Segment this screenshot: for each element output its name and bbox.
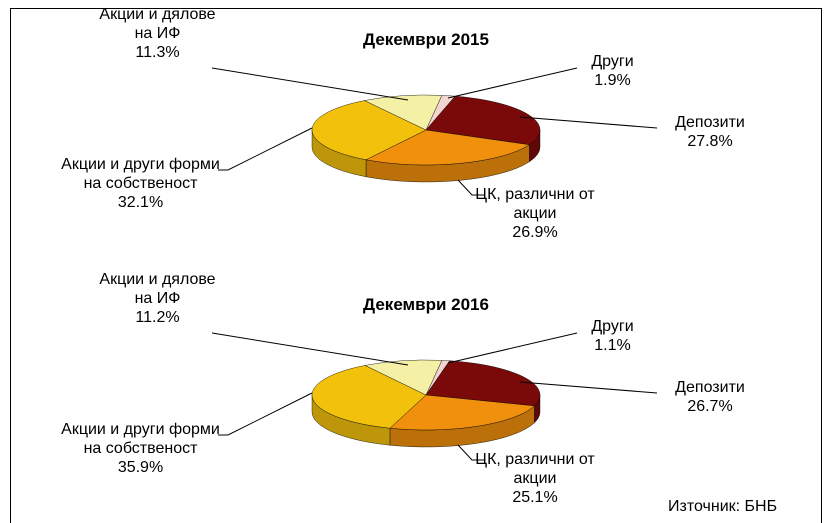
- category-label: Акции и дялове на ИФ: [99, 271, 216, 307]
- leader-line: [218, 392, 313, 436]
- leader-line: [457, 444, 485, 461]
- value-label: 1.9%: [594, 72, 631, 89]
- category-label: Депозити: [675, 114, 745, 131]
- leader-line: [519, 116, 658, 129]
- slice-label: Други 1.1%: [575, 317, 650, 355]
- slice-label: Акции и други форми на собственост 32.1%: [58, 155, 223, 212]
- category-label: ЦК, различни от акции: [475, 186, 595, 222]
- leader-line: [457, 179, 485, 196]
- slice: [364, 359, 443, 396]
- slice-label: ЦК, различни от акции 25.1%: [470, 450, 600, 507]
- category-label: Акции и други форми на собственост: [61, 421, 220, 457]
- value-label: 26.7%: [687, 398, 733, 415]
- category-label: Депозити: [675, 379, 745, 396]
- leader-line: [519, 381, 658, 394]
- slice: [389, 394, 535, 431]
- leader-line: [447, 67, 578, 99]
- leader-line: [447, 332, 578, 364]
- slice-label: Акции и дялове на ИФ 11.2%: [95, 270, 220, 327]
- leader-line: [218, 127, 313, 171]
- slice: [425, 360, 541, 407]
- slice: [365, 129, 530, 166]
- slice: [311, 365, 427, 429]
- value-label: 26.9%: [512, 224, 558, 241]
- leader-line: [211, 332, 409, 366]
- value-label: 27.8%: [687, 133, 733, 150]
- leader-line: [211, 67, 409, 101]
- value-label: 32.1%: [117, 194, 164, 211]
- slice-label: Депозити 27.8%: [652, 113, 768, 151]
- value-label: 1.1%: [594, 337, 631, 354]
- chart-title: Декември 2015: [363, 30, 489, 49]
- slice: [311, 100, 427, 160]
- slice-label: Акции и дялове на ИФ 11.3%: [95, 5, 220, 62]
- category-label: Други: [591, 318, 634, 335]
- frame: [10, 8, 822, 523]
- slice-label: ЦК, различни от акции 26.9%: [470, 185, 600, 242]
- source-note: Източник: БНБ: [668, 498, 778, 515]
- chart-title: Декември 2016: [363, 295, 489, 314]
- category-label: Акции и други форми на собственост: [61, 156, 220, 192]
- value-label: 11.3%: [135, 44, 180, 61]
- slice-label: Депозити 26.7%: [652, 378, 768, 416]
- slice-label: Други 1.9%: [575, 52, 650, 90]
- slice-label: Акции и други форми на собственост 35.9%: [58, 420, 223, 477]
- slice: [363, 94, 443, 131]
- value-label: 35.9%: [117, 459, 164, 476]
- value-label: 25.1%: [512, 489, 558, 506]
- category-label: Акции и дялове на ИФ: [99, 6, 216, 42]
- category-label: Други: [591, 53, 634, 70]
- slice: [425, 95, 541, 145]
- value-label: 11.2%: [135, 309, 180, 326]
- category-label: ЦК, различни от акции: [475, 451, 595, 487]
